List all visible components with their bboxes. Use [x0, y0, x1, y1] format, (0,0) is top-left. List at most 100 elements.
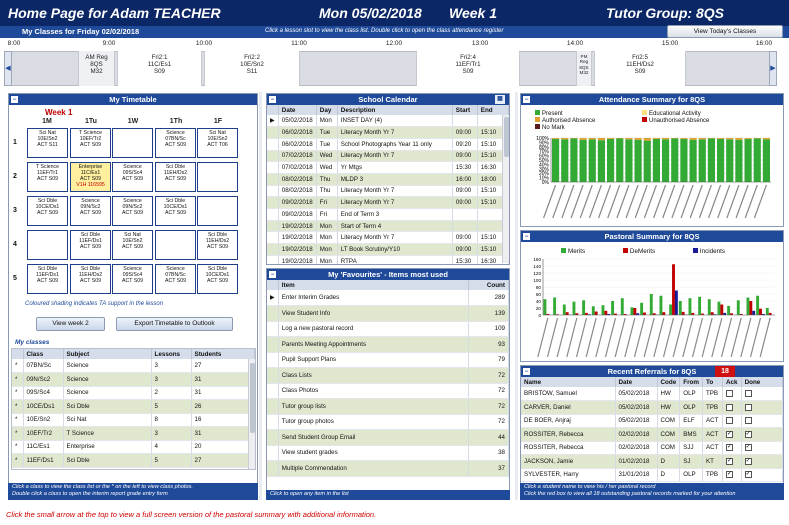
timeline-next-arrow-icon[interactable]: ▶ — [769, 51, 777, 86]
lesson-slot-5[interactable]: Fri2:5 11EH/Ds2 S09 — [594, 51, 686, 86]
table-row[interactable]: Log a new pastoral record 109 — [267, 321, 509, 337]
timetable-lesson-cell[interactable]: Sci Dble 11EH/Ds2 ACT S09 — [155, 162, 196, 192]
timetable-lesson-cell[interactable]: Science 09S/Sc4 ACT S09 — [112, 162, 153, 192]
table-row[interactable]: 09/02/2018 Fri End of Term 3 — [267, 208, 509, 221]
table-cell[interactable]: CARVER, Daniel — [521, 400, 616, 415]
table-cell[interactable]: DE BOER, Anjraj — [521, 414, 616, 428]
table-row[interactable]: * 10CE/Ds1 Sci Dble 5 26 — [12, 399, 255, 414]
table-row[interactable]: 19/02/2018 Mon RTPA 15:30 16:30 — [267, 255, 509, 264]
table-row[interactable]: 08/02/2018 Thu Literacy Month Yr 7 09:00 15:… — [267, 185, 509, 198]
class-photo-star[interactable]: * — [12, 426, 24, 441]
column-header[interactable]: Date — [278, 105, 317, 115]
done-checkbox[interactable]: ✓ — [744, 430, 752, 438]
view-todays-classes-button[interactable]: View Today's Classes — [667, 25, 783, 38]
collapse-icon[interactable]: − — [523, 368, 530, 375]
table-row[interactable]: Multiple Commendation 37 — [267, 460, 509, 477]
timeline-prev-arrow-icon[interactable]: ◀ — [4, 51, 12, 86]
table-row[interactable]: 07/02/2018 Wed Literacy Month Yr 7 09:00 15:… — [267, 150, 509, 163]
timetable-lesson-cell[interactable]: Sci Dble 10CE/Ds1 ACT S09 — [155, 196, 196, 226]
done-checkbox[interactable]: ✓ — [744, 471, 752, 479]
ack-checkbox[interactable]: ✓ — [726, 444, 733, 452]
timetable-lesson-cell[interactable]: Science 09N/Sc2 ACT S09 — [112, 196, 153, 226]
scrollbar[interactable] — [248, 359, 255, 469]
export-timetable-button[interactable]: Export Timetable to Outlook — [116, 317, 233, 331]
outstanding-referrals-badge[interactable]: 18 — [715, 366, 735, 377]
ack-checkbox[interactable] — [726, 403, 733, 411]
collapse-icon[interactable]: − — [11, 96, 18, 103]
done-checkbox[interactable] — [744, 403, 752, 411]
table-row[interactable]: * 10E/Sn2 Sci Nat 8 16 — [12, 413, 255, 427]
column-header[interactable]: From — [679, 377, 703, 387]
table-row[interactable]: View student grades 38 — [267, 445, 509, 461]
class-photo-star[interactable]: * — [12, 413, 24, 427]
lesson-slot-2[interactable]: Fri2:2 10E/Sn2 S11 — [204, 51, 300, 86]
ack-checkbox[interactable]: ✓ — [726, 430, 733, 438]
timetable-lesson-cell[interactable] — [197, 162, 238, 192]
column-header[interactable]: Students — [191, 349, 255, 359]
done-checkbox[interactable]: ✓ — [744, 457, 752, 465]
class-photo-star[interactable]: * — [12, 386, 24, 400]
timetable-lesson-cell[interactable]: Enterprise 11C/Es1 ACT S09 V1H 116595 — [70, 162, 111, 192]
table-row[interactable]: * 11EF/Ds1 Sci Dble 5 27 — [12, 453, 255, 468]
table-row[interactable]: View Student Info 139 — [267, 305, 509, 322]
column-header[interactable]: Class — [23, 349, 64, 359]
timetable-lesson-cell[interactable] — [27, 230, 68, 260]
table-row[interactable]: Class Photos 72 — [267, 383, 509, 399]
lesson-slot-am-reg[interactable]: AM Reg 8QS M32 — [78, 51, 115, 86]
timetable-lesson-cell[interactable] — [155, 230, 196, 260]
class-photo-star[interactable]: * — [12, 453, 24, 468]
table-row[interactable]: * 09S/Sc4 Science 2 31 — [12, 386, 255, 400]
lesson-slot-pm-reg[interactable]: PM Reg 8QS M32 — [576, 51, 592, 86]
table-row[interactable]: ▶ Enter Interim Grades 289 — [267, 290, 509, 306]
timetable-lesson-cell[interactable]: Sci Nat 10E/Sn2 ACT T06 — [197, 128, 238, 158]
table-row[interactable]: ROSSITER, Rebecca 02/02/2018 COM BMS ACT ✓ ✓ — [521, 427, 783, 442]
timetable-lesson-cell[interactable]: T Science 10EF/Tr2 ACT S09 — [70, 128, 111, 158]
view-week-2-button[interactable]: View week 2 — [36, 317, 105, 331]
table-row[interactable]: * 11C/Es1 Enterprise 4 20 — [12, 440, 255, 454]
done-checkbox[interactable] — [744, 389, 752, 397]
timetable-lesson-cell[interactable]: Sci Nat 10E/Sn2 ACT S09 — [112, 230, 153, 260]
table-row[interactable]: DE BOER, Anjraj 05/02/2018 COM ELF ACT — [521, 414, 783, 428]
table-row[interactable]: 08/02/2018 Thu MLDP 3 16:00 18:00 — [267, 173, 509, 186]
table-row[interactable]: Pupil Support Plans 79 — [267, 352, 509, 368]
timetable-lesson-cell[interactable]: Sci Dble 10CE/Ds1 ACT S09 — [27, 196, 68, 226]
table-row[interactable]: CARVER, Daniel 05/02/2018 HW OLP TPB — [521, 400, 783, 415]
table-row[interactable]: 06/02/2018 Tue Literacy Month Yr 7 09:00 15:… — [267, 126, 509, 139]
timetable-lesson-cell[interactable]: Science 07BN/Sc ACT S09 — [155, 128, 196, 158]
table-row[interactable]: 07/02/2018 Wed Yr Mtgs 15:30 16:30 — [267, 161, 509, 174]
timetable-lesson-cell[interactable]: Sci Dble 10CE/Ds1 ACT S09 — [197, 264, 238, 294]
splitter[interactable] — [515, 92, 518, 500]
table-row[interactable]: Parents Meeting Appointments 93 — [267, 336, 509, 353]
collapse-icon[interactable]: − — [523, 96, 530, 103]
column-header[interactable]: Description — [337, 105, 453, 115]
table-cell[interactable]: ROSSITER, Rebecca — [521, 427, 616, 442]
table-cell[interactable]: SYLVESTER, Harry — [521, 468, 616, 482]
collapse-icon[interactable]: − — [269, 96, 276, 103]
scroll-thumb[interactable] — [504, 117, 509, 157]
lesson-slot-1[interactable]: Fri2:1 11C/Es1 S09 — [117, 51, 202, 86]
table-row[interactable]: 19/02/2018 Mon Literacy Month Yr 7 09:00 15:… — [267, 231, 509, 245]
calendar-icon[interactable]: ▦ — [495, 95, 505, 104]
collapse-icon[interactable]: − — [523, 233, 530, 240]
splitter[interactable] — [259, 92, 262, 500]
table-row[interactable]: ROSSITER, Rebecca 02/02/2018 COM SJJ ACT ✓ ✓ — [521, 441, 783, 455]
table-row[interactable]: 19/02/2018 Mon Start of Term 4 — [267, 220, 509, 233]
column-header[interactable]: Ack — [722, 377, 742, 387]
timetable-lesson-cell[interactable]: Sci Dble 11EH/Ds2 ACT S09 — [197, 230, 238, 260]
table-row[interactable]: Class Lists 72 — [267, 367, 509, 384]
ack-checkbox[interactable] — [726, 417, 733, 425]
collapse-icon[interactable]: − — [269, 271, 276, 278]
done-checkbox[interactable] — [744, 417, 752, 425]
timetable-lesson-cell[interactable] — [112, 128, 153, 158]
table-row[interactable]: * 07BN/Sc Science 3 27 — [12, 359, 255, 373]
lesson-slot-4[interactable]: Fri2:4 11EF/Tr1 S09 — [416, 51, 520, 86]
class-photo-star[interactable]: * — [12, 399, 24, 414]
column-header[interactable]: Lessons — [151, 349, 192, 359]
timetable-lesson-cell[interactable]: Science 07BN/Sc ACT S09 — [155, 264, 196, 294]
scrollbar[interactable] — [502, 115, 509, 263]
column-header[interactable]: Code — [657, 377, 681, 387]
table-row[interactable]: Send Student Group Email 44 — [267, 429, 509, 446]
ack-checkbox[interactable]: ✓ — [726, 457, 733, 465]
ack-checkbox[interactable]: ✓ — [726, 471, 733, 479]
table-row[interactable]: * 10EF/Tr2 T Science 3 31 — [12, 426, 255, 441]
